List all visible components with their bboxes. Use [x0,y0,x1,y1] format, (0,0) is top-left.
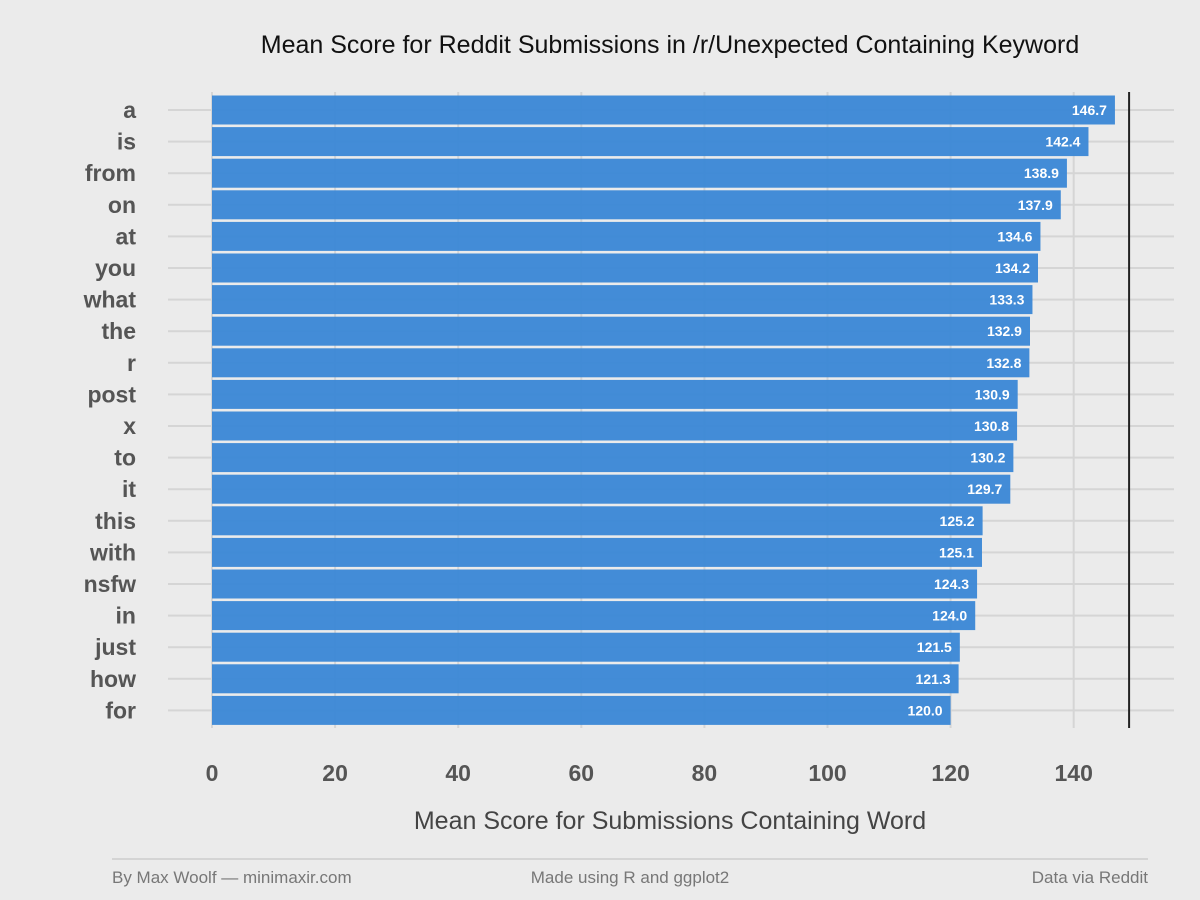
y-axis-labels: a is from on at you what the r post x to it this with n… [83,97,137,723]
data-label: 130.8 [974,418,1009,434]
y-tick-label: the [102,318,137,344]
y-tick-label: r [127,350,136,376]
y-tick-label: you [95,255,136,281]
bar [212,285,1033,315]
y-tick-label: what [83,287,137,313]
x-axis-ticks: 0 20 40 60 80 100 120 140 [206,760,1093,786]
y-tick-label: on [108,192,136,218]
bar [212,253,1039,283]
y-tick-label: is [117,129,136,155]
data-label: 130.2 [970,450,1005,466]
bars [212,95,1115,725]
y-tick-label: post [87,381,136,407]
x-tick-label: 20 [322,760,348,786]
data-label: 130.9 [975,386,1010,402]
chart-title: Mean Score for Reddit Submissions in /r/… [261,31,1079,59]
data-label: 125.1 [939,544,974,560]
footer-tool: Made using R and ggplot2 [531,868,729,887]
data-label: 138.9 [1024,165,1059,181]
data-label: 133.3 [989,292,1024,308]
y-tick-label: at [116,223,137,249]
footer-author: By Max Woolf — minimaxir.com [112,868,352,887]
bar [212,190,1061,220]
footer-source: Data via Reddit [1032,868,1149,887]
y-tick-label: how [90,666,136,692]
y-tick-label: to [114,445,136,471]
bar [212,221,1041,251]
bar [212,443,1014,473]
bar [212,127,1089,157]
data-label: 142.4 [1045,134,1080,150]
x-tick-label: 120 [931,760,969,786]
y-tick-label: nsfw [84,571,137,597]
data-label: 132.9 [987,323,1022,339]
data-label: 124.3 [934,576,969,592]
y-tick-label: it [122,476,136,502]
data-label: 125.2 [940,513,975,529]
bar [212,379,1018,409]
x-tick-label: 140 [1055,760,1093,786]
x-axis-title: Mean Score for Submissions Containing Wo… [414,807,926,835]
bar [212,664,959,694]
data-label: 137.9 [1018,197,1053,213]
y-tick-label: this [95,508,136,534]
bar [212,632,960,662]
bar [212,537,982,567]
data-label: 134.6 [997,228,1032,244]
data-label: 129.7 [967,481,1002,497]
x-tick-label: 100 [808,760,846,786]
data-labels: 146.7 142.4 138.9 137.9 134.6 134.2 133.3 132.9… [908,102,1108,718]
data-label: 124.0 [932,608,967,624]
bar [212,348,1030,378]
bar [212,695,951,725]
bar [212,316,1030,346]
data-label: 121.5 [917,639,952,655]
y-tick-label: a [123,97,136,123]
bar [212,411,1018,441]
x-tick-label: 40 [445,760,471,786]
y-tick-label: with [89,539,136,565]
bar [212,158,1067,188]
y-tick-label: just [94,634,136,660]
y-tick-label: for [105,697,136,723]
y-tick-label: x [123,413,136,439]
y-tick-label: in [116,603,136,629]
x-tick-label: 60 [569,760,595,786]
data-label: 134.2 [995,260,1030,276]
data-label: 121.3 [916,671,951,687]
data-label: 120.0 [908,702,943,718]
y-tick-label: from [85,160,136,186]
x-tick-label: 0 [206,760,219,786]
data-label: 146.7 [1072,102,1107,118]
bar [212,601,976,631]
bar [212,95,1115,125]
bar [212,506,983,536]
data-label: 132.8 [986,355,1021,371]
x-tick-label: 80 [692,760,718,786]
bar [212,474,1011,504]
bar [212,569,978,599]
